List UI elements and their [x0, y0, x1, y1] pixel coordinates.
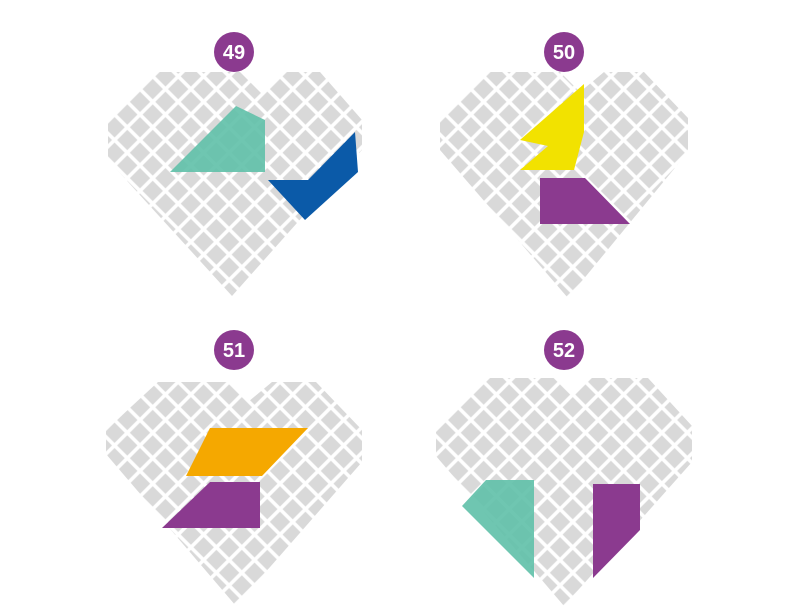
- puzzle-number: 52: [553, 340, 575, 362]
- purple-trapezoid-piece[interactable]: [162, 482, 260, 528]
- heart-grid: [108, 72, 362, 296]
- puzzle-number: 50: [553, 42, 575, 64]
- puzzle-50[interactable]: 50: [440, 32, 688, 298]
- puzzle-number-badge: [214, 330, 254, 370]
- heart-grid: [436, 378, 692, 606]
- orange-parallelogram-piece[interactable]: [186, 428, 308, 476]
- puzzle-number-badge: [544, 32, 584, 72]
- puzzle-52[interactable]: 52: [436, 330, 692, 606]
- puzzle-49[interactable]: 49: [108, 32, 362, 296]
- purple-trapezoid-piece[interactable]: [593, 484, 640, 578]
- puzzle-number-badge: [214, 32, 254, 72]
- teal-triangle-piece[interactable]: [170, 106, 265, 172]
- puzzle-number: 51: [223, 340, 245, 362]
- yellow-parallelogram-piece[interactable]: [520, 84, 584, 170]
- purple-trapezoid-piece[interactable]: [540, 178, 630, 224]
- puzzle-number-badge: [544, 330, 584, 370]
- puzzle-51[interactable]: 51: [106, 330, 362, 606]
- puzzle-number: 49: [223, 42, 245, 64]
- teal-triangle-piece[interactable]: [462, 480, 534, 578]
- blue-parallelogram-piece[interactable]: [268, 132, 358, 220]
